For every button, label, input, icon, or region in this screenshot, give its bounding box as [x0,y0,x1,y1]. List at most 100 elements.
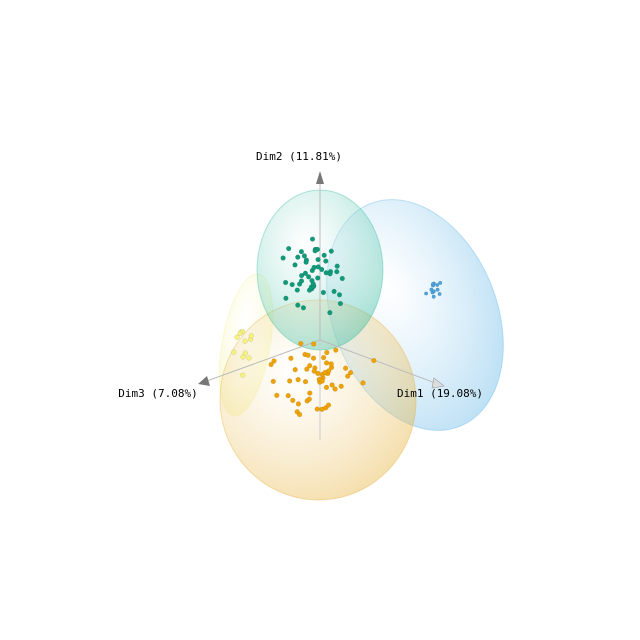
data-point-group-2 [295,254,301,260]
data-point-group-3 [305,352,311,358]
x-axis-label: Dim1 (19.08%) [397,387,483,400]
data-point-group-4 [234,334,240,340]
data-point-group-2 [280,255,286,261]
data-point-group-4 [237,330,243,337]
data-point-group-2 [315,257,321,263]
x-axis-line [319,339,439,385]
data-point-group-2 [298,278,305,284]
data-point-group-3 [321,355,327,361]
data-point-group-3 [329,382,335,388]
z-axis-arrowhead [198,376,210,386]
data-point-group-4 [242,350,248,356]
data-point-group-3 [288,355,294,361]
data-point-group-3 [295,401,302,407]
data-point-group-2 [283,279,289,286]
data-point-group-2 [334,269,340,275]
data-point-group-2 [337,301,344,307]
data-point-group-4 [240,354,246,360]
data-point-group-3 [298,341,304,347]
data-point-group-3 [314,406,320,412]
data-point-group-3 [333,347,339,353]
data-point-group-3 [274,392,280,399]
data-point-group-3 [268,361,274,368]
data-point-group-3 [328,361,334,367]
y-axis-label: Dim2 (11.81%) [256,150,342,163]
data-point-group-1 [437,292,442,297]
x-axis-arrowhead [431,377,445,389]
data-point-group-3 [306,396,312,402]
data-point-group-2 [331,288,337,295]
data-point-group-3 [315,370,321,377]
y-axis-arrowhead [316,171,324,184]
data-point-group-2 [312,248,318,254]
data-point-group-3 [302,379,309,385]
data-point-group-4 [246,355,252,361]
data-point-group-2 [319,266,325,273]
data-point-group-2 [302,270,309,276]
data-point-group-2 [309,236,316,242]
data-point-group-2 [298,249,305,255]
data-point-group-3 [322,369,328,376]
data-point-group-4 [242,338,248,344]
z-axis-label: Dim3 (7.08%) [118,387,197,400]
data-point-group-3 [338,383,344,389]
data-point-group-3 [311,341,317,347]
data-point-group-2 [292,262,298,268]
data-point-group-1 [435,283,440,288]
data-point-group-3 [290,397,296,404]
data-point-group-3 [307,363,313,369]
data-point-group-4 [240,372,246,378]
data-point-group-3 [319,378,325,384]
data-point-group-2 [339,275,345,282]
data-point-group-2 [320,289,327,296]
data-point-group-1 [431,294,436,299]
data-point-group-3 [325,402,332,408]
data-point-group-3 [371,358,377,364]
data-point-group-4 [248,333,254,339]
data-point-group-3 [345,373,351,379]
data-point-group-3 [304,366,310,372]
data-point-group-3 [285,393,291,399]
data-point-group-4 [231,349,237,355]
data-point-group-3 [271,358,277,364]
data-point-group-3 [343,365,349,371]
data-point-group-1 [424,291,429,296]
data-point-group-3 [295,377,301,383]
data-point-group-2 [289,282,295,288]
data-point-group-3 [324,349,330,356]
z-axis-line [203,339,321,383]
data-point-group-2 [301,253,308,259]
data-point-group-1 [435,287,440,292]
data-point-group-2 [315,275,321,281]
data-point-group-2 [299,273,305,279]
data-point-group-1 [431,289,436,294]
data-point-group-3 [319,406,325,412]
data-point-group-2 [294,287,300,293]
data-point-group-2 [323,258,329,264]
data-point-group-2 [283,295,289,301]
data-point-group-3 [287,378,293,384]
data-point-group-2 [334,263,340,269]
data-point-group-3 [307,390,313,396]
data-point-group-2 [328,248,334,254]
data-point-group-3 [324,360,330,366]
data-point-group-2 [327,310,333,316]
data-point-group-2 [295,302,301,308]
data-point-group-3 [270,378,276,385]
data-point-group-3 [310,355,317,361]
data-point-group-2 [327,271,333,277]
data-points [231,236,443,418]
data-point-group-2 [306,274,312,280]
data-point-group-1 [430,282,435,287]
data-point-group-3 [311,368,317,374]
data-point-group-1 [438,280,443,285]
data-point-group-2 [321,252,327,258]
data-point-group-3 [360,380,366,386]
data-point-group-2 [303,259,309,265]
data-point-group-2 [300,305,307,311]
data-point-group-2 [286,246,292,252]
data-point-group-3 [323,384,330,391]
data-point-group-2 [309,278,315,284]
data-point-group-3 [297,411,303,418]
